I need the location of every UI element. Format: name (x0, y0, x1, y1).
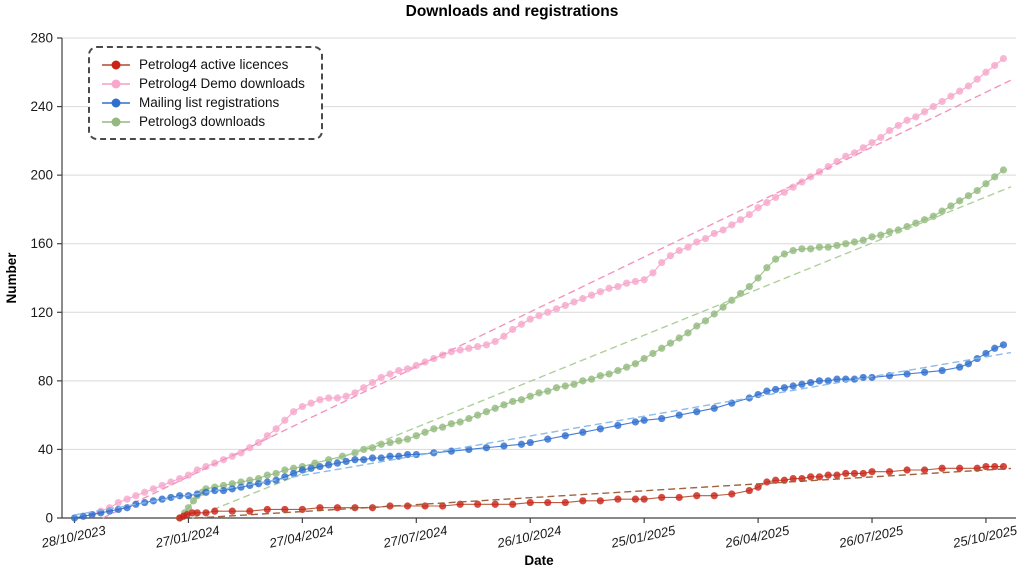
axes (61, 38, 1016, 519)
y-tick-label: 120 (30, 305, 53, 320)
x-tick-label: 26/07/2025 (837, 522, 905, 551)
legend-item-petrolog4-demo-downloads: Petrolog4 Demo downloads (101, 76, 305, 91)
x-tick-label: 27/01/2024 (153, 522, 221, 550)
x-tick-label: 27/07/2024 (381, 522, 449, 550)
x-tick-label: 25/10/2025 (951, 522, 1019, 551)
x-tick-label: 27/04/2024 (267, 522, 335, 550)
legend-item-petrolog4-active-licences: Petrolog4 active licences (101, 57, 305, 72)
legend-item-mailing-list-registrations: Mailing list registrations (101, 95, 305, 110)
x-tick-label: 26/04/2025 (723, 522, 791, 551)
chart-title: Downloads and registrations (405, 3, 619, 20)
x-tick-label: 26/10/2024 (495, 522, 563, 550)
y-tick-label: 40 (38, 442, 53, 457)
legend-label: Petrolog3 downloads (139, 114, 266, 129)
legend-marker-icon (102, 98, 130, 107)
y-tick-label: 240 (30, 99, 53, 114)
y-tick-label: 160 (30, 236, 53, 251)
x-tick-label: 25/01/2025 (609, 522, 677, 551)
y-tick-label: 200 (30, 168, 53, 183)
y-axis-ticks: 0 40 80 120 160 200 240 280 (30, 31, 62, 526)
legend-marker-icon (102, 117, 130, 126)
trendline-petrolog3-downloads (192, 186, 1012, 519)
series-petrolog4-active-licences (176, 462, 1012, 522)
y-tick-label: 80 (38, 373, 53, 388)
y-tick-label: 280 (30, 31, 53, 46)
trendline-mailing-list-registrations (74, 351, 1012, 516)
series-mailing-list-registrations (70, 341, 1012, 522)
x-axis-ticks: 28/10/2023 27/01/2024 27/04/2024 27/07/2024… (39, 518, 1019, 551)
chart-legend: Petrolog4 active licences Petrolog4 Demo … (88, 46, 323, 140)
legend-label: Mailing list registrations (139, 95, 280, 110)
legend-marker-icon (102, 79, 130, 88)
trendline-petrolog4-demo-downloads (102, 79, 1012, 519)
y-axis-title: Number (4, 252, 19, 304)
series-petrolog4-demo-downloads (88, 54, 1012, 519)
legend-marker-icon (102, 60, 130, 69)
legend-item-petrolog3-downloads: Petrolog3 downloads (101, 114, 305, 129)
trendline-petrolog4-active-licences (196, 467, 1012, 519)
x-axis-title: Date (524, 553, 554, 568)
legend-label: Petrolog4 Demo downloads (139, 76, 305, 91)
x-tick-label: 28/10/2023 (39, 522, 107, 551)
y-tick-label: 0 (45, 511, 53, 526)
legend-label: Petrolog4 active licences (139, 57, 289, 72)
